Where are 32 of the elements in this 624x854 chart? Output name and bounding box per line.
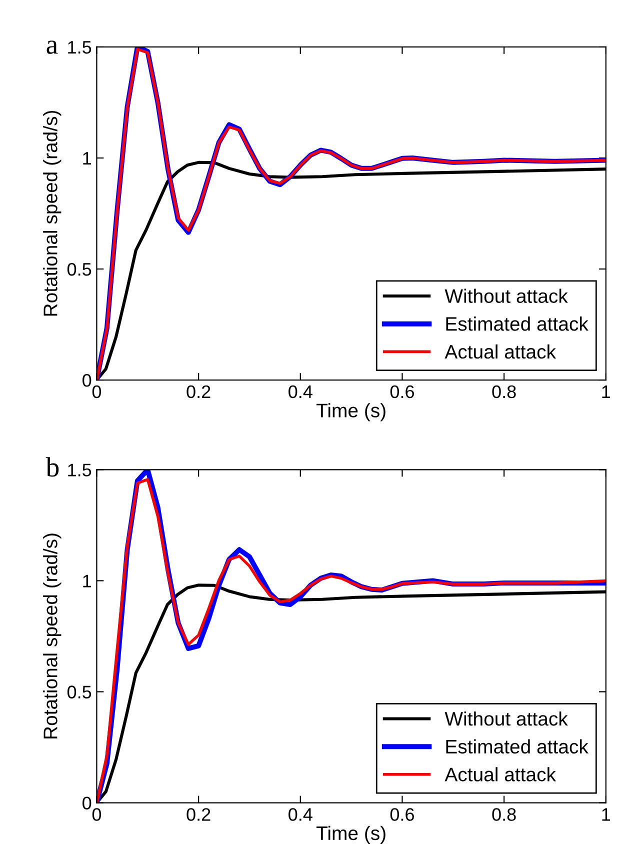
- y-tick-label: 1: [83, 152, 91, 165]
- chart-title: a: [46, 40, 58, 54]
- legend-label: Estimated attack: [446, 316, 588, 331]
- y-tick-label: 0.5: [67, 686, 92, 698]
- x-tick-label: 0.2: [186, 385, 210, 398]
- legend-label: Estimated attack: [446, 739, 588, 754]
- x-tick-label: 0.6: [390, 808, 414, 821]
- x-tick-label: 0: [92, 808, 102, 821]
- x-axis-title: Time (s): [316, 403, 386, 422]
- x-tick-label: 0.6: [390, 385, 414, 398]
- y-tick-label: 0: [82, 796, 92, 810]
- x-tick-label: 0.2: [186, 808, 210, 821]
- x-tick-label: 1: [602, 386, 610, 398]
- y-axis-title: Rotational speed (rad/s): [43, 110, 62, 316]
- y-tick-label: 0.5: [67, 262, 92, 276]
- legend-label: Actual attack: [444, 344, 556, 359]
- x-tick-label: 0.4: [288, 385, 312, 398]
- legend-label: Without attack: [444, 711, 568, 726]
- y-tick-label: 0: [82, 374, 92, 387]
- x-tick-label: 0.8: [492, 808, 516, 821]
- x-tick-label: 0.4: [288, 808, 312, 821]
- x-axis-title: Time (s): [316, 826, 386, 844]
- y-axis-title: Rotational speed (rad/s): [43, 534, 62, 738]
- y-tick-label: 1.5: [68, 464, 92, 476]
- x-tick-label: 0: [92, 385, 102, 398]
- legend-label: Without attack: [444, 288, 568, 303]
- y-tick-label: 1.5: [68, 41, 92, 54]
- legend-label: Actual attack: [444, 767, 556, 782]
- x-tick-label: 1: [602, 808, 610, 821]
- x-tick-label: 0.8: [492, 385, 516, 398]
- y-tick-label: 1: [83, 574, 91, 588]
- chart-title: b: [46, 457, 59, 477]
